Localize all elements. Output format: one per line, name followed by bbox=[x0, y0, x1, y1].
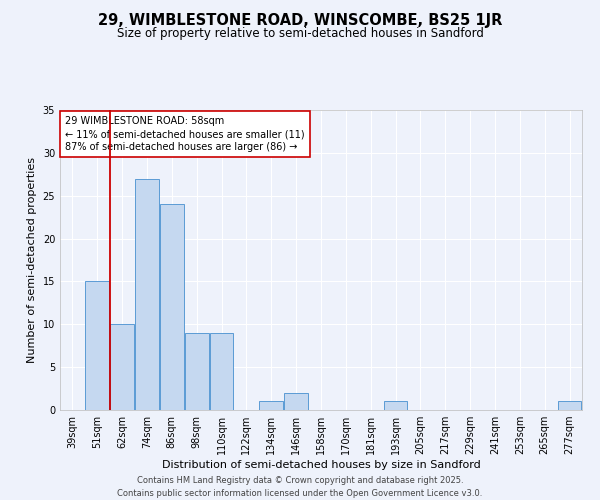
Bar bbox=[284, 393, 308, 410]
X-axis label: Distribution of semi-detached houses by size in Sandford: Distribution of semi-detached houses by … bbox=[161, 460, 481, 470]
Text: Size of property relative to semi-detached houses in Sandford: Size of property relative to semi-detach… bbox=[116, 28, 484, 40]
Bar bbox=[185, 333, 209, 410]
Bar bbox=[384, 402, 407, 410]
Bar bbox=[558, 402, 581, 410]
Bar bbox=[259, 402, 283, 410]
Text: 29 WIMBLESTONE ROAD: 58sqm
← 11% of semi-detached houses are smaller (11)
87% of: 29 WIMBLESTONE ROAD: 58sqm ← 11% of semi… bbox=[65, 116, 305, 152]
Bar bbox=[85, 282, 109, 410]
Text: 29, WIMBLESTONE ROAD, WINSCOMBE, BS25 1JR: 29, WIMBLESTONE ROAD, WINSCOMBE, BS25 1J… bbox=[98, 12, 502, 28]
Bar bbox=[160, 204, 184, 410]
Y-axis label: Number of semi-detached properties: Number of semi-detached properties bbox=[27, 157, 37, 363]
Bar bbox=[210, 333, 233, 410]
Bar bbox=[135, 178, 159, 410]
Text: Contains HM Land Registry data © Crown copyright and database right 2025.
Contai: Contains HM Land Registry data © Crown c… bbox=[118, 476, 482, 498]
Bar bbox=[110, 324, 134, 410]
